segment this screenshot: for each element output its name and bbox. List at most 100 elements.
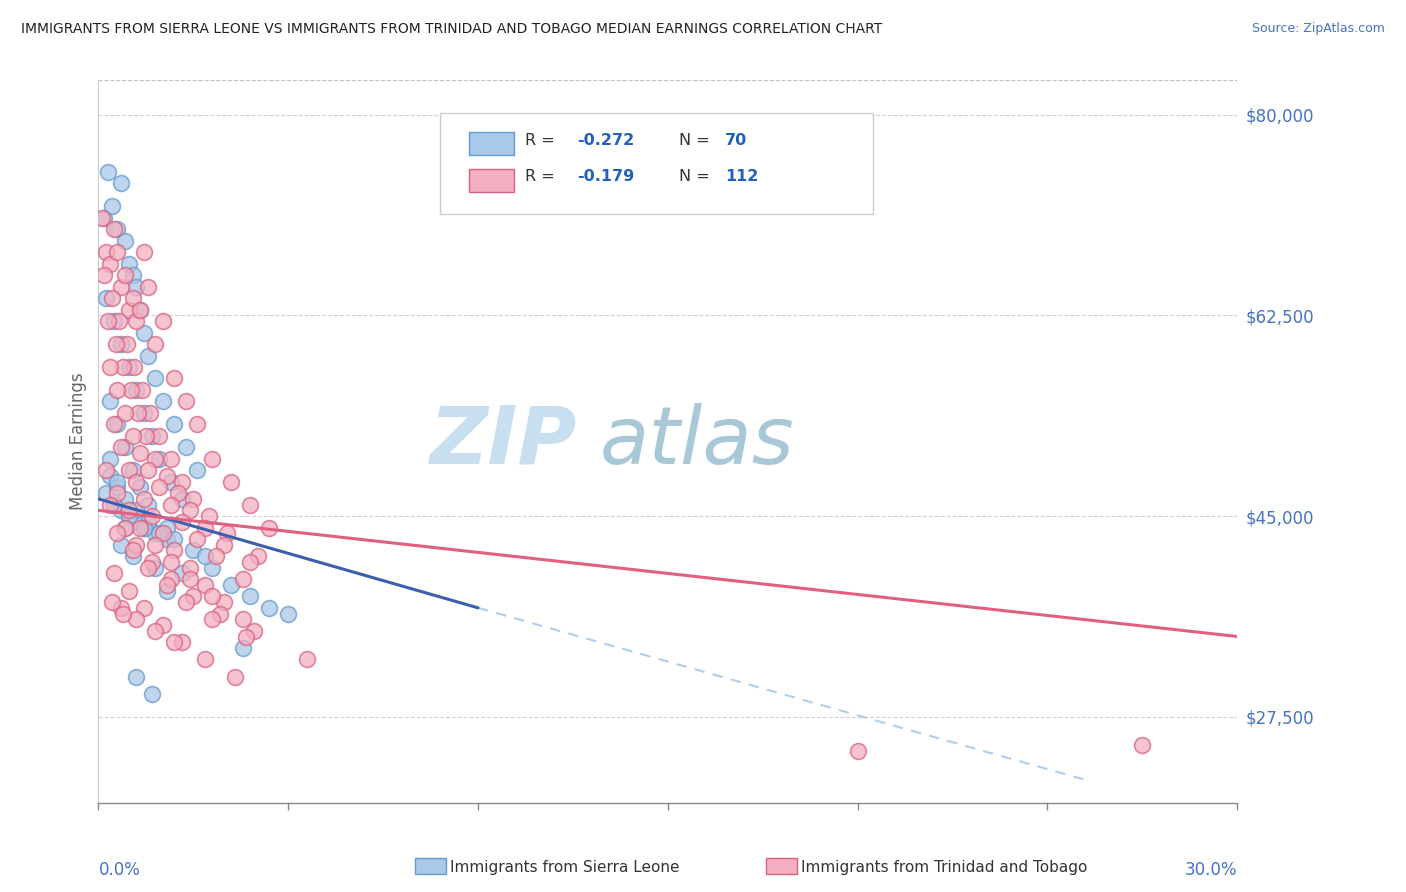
Point: [163, 371, 186, 385]
Point: [118, 583, 141, 598]
Point: [141, 687, 163, 701]
Point: [98, 498, 121, 512]
Point: [135, 429, 157, 443]
Point: [221, 578, 243, 592]
Point: [121, 543, 143, 558]
Point: [118, 302, 141, 317]
Point: [129, 446, 152, 460]
Point: [239, 498, 262, 512]
Point: [186, 463, 208, 477]
Point: [194, 549, 217, 564]
Point: [232, 572, 254, 586]
Point: [186, 417, 208, 432]
Bar: [468, 132, 515, 154]
Point: [98, 451, 121, 466]
Point: [121, 429, 143, 443]
Point: [118, 463, 141, 477]
FancyBboxPatch shape: [766, 858, 797, 874]
Point: [152, 618, 174, 632]
Point: [103, 498, 125, 512]
Y-axis label: Median Earnings: Median Earnings: [69, 373, 87, 510]
Point: [145, 560, 167, 574]
Point: [174, 440, 197, 454]
Point: [194, 578, 217, 592]
Point: [846, 744, 869, 758]
Point: [212, 538, 235, 552]
Point: [277, 607, 299, 621]
Point: [125, 503, 148, 517]
Point: [194, 652, 217, 666]
Point: [94, 245, 117, 260]
Point: [103, 566, 125, 581]
Point: [163, 532, 186, 546]
Point: [129, 520, 152, 534]
Text: IMMIGRANTS FROM SIERRA LEONE VS IMMIGRANTS FROM TRINIDAD AND TOBAGO MEDIAN EARNI: IMMIGRANTS FROM SIERRA LEONE VS IMMIGRAN…: [21, 22, 883, 37]
Text: Immigrants from Trinidad and Tobago: Immigrants from Trinidad and Tobago: [801, 860, 1088, 874]
Point: [125, 475, 148, 489]
Point: [94, 463, 117, 477]
Point: [112, 607, 135, 621]
Text: 30.0%: 30.0%: [1185, 861, 1237, 879]
Point: [1132, 739, 1154, 753]
Point: [132, 520, 155, 534]
Point: [120, 383, 142, 397]
Point: [97, 165, 120, 179]
Point: [170, 566, 193, 581]
Point: [259, 600, 281, 615]
Point: [125, 383, 148, 397]
Point: [112, 359, 135, 374]
Point: [131, 383, 153, 397]
Point: [118, 257, 141, 271]
Point: [103, 498, 125, 512]
Point: [107, 480, 129, 494]
Point: [110, 503, 132, 517]
Point: [132, 491, 155, 506]
Point: [98, 469, 121, 483]
Point: [163, 543, 186, 558]
Point: [201, 451, 224, 466]
Point: [145, 538, 167, 552]
Text: 0.0%: 0.0%: [98, 861, 141, 879]
Point: [243, 624, 266, 638]
Point: [107, 245, 129, 260]
Point: [107, 222, 129, 236]
Point: [125, 612, 148, 626]
Point: [132, 406, 155, 420]
Point: [170, 515, 193, 529]
Point: [114, 406, 136, 420]
Point: [221, 475, 243, 489]
Point: [197, 509, 219, 524]
Point: [159, 498, 181, 512]
Point: [107, 417, 129, 432]
Point: [114, 520, 136, 534]
Point: [118, 509, 141, 524]
Point: [107, 486, 129, 500]
Point: [136, 463, 159, 477]
Point: [93, 268, 115, 283]
Point: [103, 222, 125, 236]
Point: [235, 630, 257, 644]
Point: [132, 520, 155, 534]
Point: [107, 526, 129, 541]
Text: -0.272: -0.272: [576, 133, 634, 148]
Point: [208, 607, 231, 621]
Point: [148, 451, 170, 466]
Point: [127, 406, 149, 420]
Point: [159, 475, 181, 489]
Point: [232, 640, 254, 655]
Point: [132, 600, 155, 615]
Point: [114, 268, 136, 283]
Point: [114, 520, 136, 534]
Point: [108, 314, 131, 328]
Text: -0.179: -0.179: [576, 169, 634, 184]
Point: [125, 314, 148, 328]
Point: [148, 429, 170, 443]
Point: [129, 302, 152, 317]
Point: [114, 234, 136, 248]
Point: [107, 383, 129, 397]
Point: [156, 532, 179, 546]
Point: [156, 520, 179, 534]
Point: [183, 491, 205, 506]
Point: [145, 526, 167, 541]
Point: [201, 590, 224, 604]
